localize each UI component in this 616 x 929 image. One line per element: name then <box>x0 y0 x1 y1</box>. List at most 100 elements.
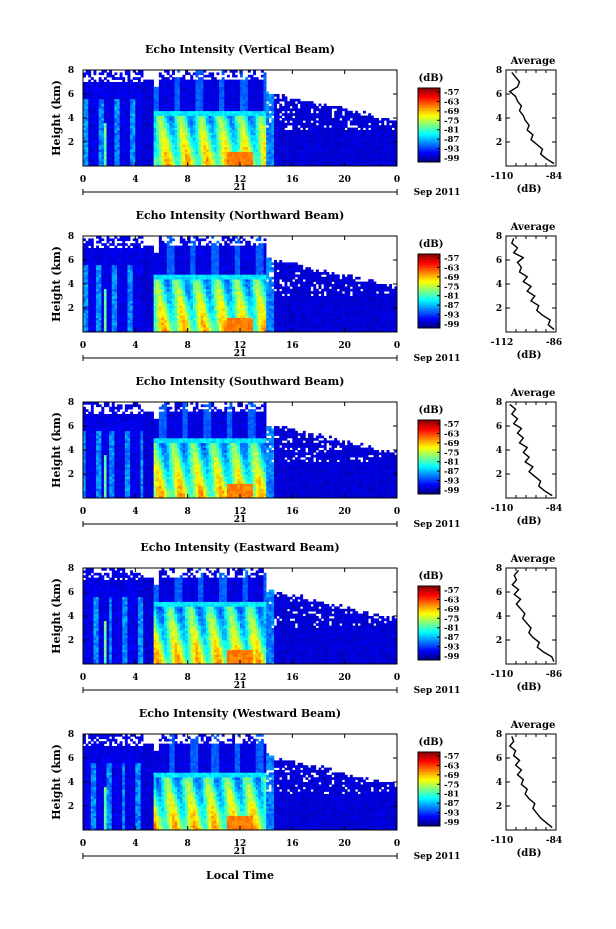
y-tick-label: 8 <box>68 232 74 242</box>
x-tick-label: 0 <box>394 839 400 849</box>
panel-5: Echo Intensity (Westward Beam)2468Height… <box>50 707 562 862</box>
average-line <box>512 570 554 661</box>
y-tick-label: 6 <box>68 256 74 266</box>
date-label: 21 <box>234 847 247 857</box>
y-axis-label: Height (km) <box>50 744 63 820</box>
y-tick-label: 8 <box>68 398 74 408</box>
x-tick-label: 4 <box>132 839 138 849</box>
month-label: Sep 2011 <box>414 520 461 530</box>
panel-title: Echo Intensity (Southward Beam) <box>136 375 345 388</box>
colorbar: (dB)-57-63-69-75-81-87-93-99 <box>418 405 459 496</box>
x-tick-label: 0 <box>80 673 86 683</box>
y-tick-label: 6 <box>68 588 74 598</box>
date-label: 21 <box>234 515 247 525</box>
average-x-tick-label: -84 <box>546 836 562 846</box>
x-tick-label: 0 <box>80 341 86 351</box>
x-tick-label: 4 <box>132 673 138 683</box>
heatmap <box>83 734 397 830</box>
colorbar-tick-label: -99 <box>444 320 459 330</box>
month-label: Sep 2011 <box>414 354 461 364</box>
average-y-tick-label: 8 <box>496 232 502 242</box>
average-y-tick-label: 2 <box>496 138 502 148</box>
x-tick-label: 8 <box>185 341 191 351</box>
x-axis-label: Local Time <box>206 869 274 882</box>
panel-title: Echo Intensity (Westward Beam) <box>139 707 341 720</box>
y-tick-label: 8 <box>68 66 74 76</box>
heatmap <box>83 70 397 166</box>
panel-3: Echo Intensity (Southward Beam)2468Heigh… <box>50 375 562 530</box>
month-label: Sep 2011 <box>414 188 461 198</box>
average-x-tick-label: -110 <box>491 670 514 680</box>
average-x-tick-label: -84 <box>546 172 562 182</box>
x-tick-label: 0 <box>394 673 400 683</box>
average-title: Average <box>510 720 556 731</box>
y-axis-label: Height (km) <box>50 246 63 322</box>
y-axis-label: Height (km) <box>50 80 63 156</box>
y-tick-label: 4 <box>68 778 74 788</box>
y-tick-label: 6 <box>68 90 74 100</box>
colorbar-tick-label: -99 <box>444 818 459 828</box>
average-y-tick-label: 6 <box>496 90 502 100</box>
heatmap <box>83 236 397 332</box>
average-x-label: (dB) <box>517 350 542 361</box>
average-x-label: (dB) <box>517 184 542 195</box>
y-tick-label: 2 <box>68 138 74 148</box>
colorbar: (dB)-57-63-69-75-81-87-93-99 <box>418 239 459 330</box>
x-tick-label: 8 <box>185 673 191 683</box>
average-y-tick-label: 4 <box>496 114 502 124</box>
panel-2: Echo Intensity (Northward Beam)2468Heigh… <box>50 209 562 364</box>
panel-title: Echo Intensity (Eastward Beam) <box>140 541 339 554</box>
y-tick-label: 4 <box>68 446 74 456</box>
average-y-tick-label: 6 <box>496 754 502 764</box>
x-tick-label: 20 <box>338 341 351 351</box>
colorbar-tick-label: -99 <box>444 486 459 496</box>
average-x-label: (dB) <box>517 682 542 693</box>
average-y-tick-label: 2 <box>496 802 502 812</box>
average-x-tick-label: -86 <box>546 670 562 680</box>
x-tick-label: 16 <box>286 839 299 849</box>
colorbar-tick-label: -99 <box>444 154 459 164</box>
x-tick-label: 20 <box>338 175 351 185</box>
average-x-tick-label: -110 <box>491 172 514 182</box>
panel-4: Echo Intensity (Eastward Beam) 2 4 6 8 Height… <box>50 541 562 696</box>
colorbar-tick-label: -99 <box>444 652 459 662</box>
average-title: Average <box>510 388 556 399</box>
y-tick-label: 2 <box>68 304 74 314</box>
x-tick-label: 0 <box>394 341 400 351</box>
y-axis-label: Height (km) <box>50 578 63 654</box>
x-tick-label: 16 <box>286 175 299 185</box>
average-x-tick-label: -84 <box>546 504 562 514</box>
x-tick-label: 8 <box>185 507 191 517</box>
heatmap <box>83 568 397 664</box>
average-y-tick-label: 2 <box>496 636 502 646</box>
average-y-tick-label: 2 <box>496 470 502 480</box>
colorbar-unit: (dB) <box>419 737 444 748</box>
y-tick-label: 4 <box>68 114 74 124</box>
average-x-label: (dB) <box>517 848 542 859</box>
y-tick-label: 6 <box>68 422 74 432</box>
x-tick-label: 8 <box>185 175 191 185</box>
x-tick-label: 0 <box>80 839 86 849</box>
average-y-tick-label: 4 <box>496 778 502 788</box>
x-tick-label: 16 <box>286 507 299 517</box>
colorbar: (dB)-57-63-69-75-81-87-93-99 <box>418 737 459 828</box>
month-label: Sep 2011 <box>414 852 461 862</box>
average-x-tick-label: -110 <box>491 504 514 514</box>
x-tick-label: 4 <box>132 507 138 517</box>
x-tick-label: 20 <box>338 507 351 517</box>
date-label: 21 <box>234 183 247 193</box>
average-y-tick-label: 2 <box>496 304 502 314</box>
x-tick-label: 0 <box>394 175 400 185</box>
average-title: Average <box>510 222 556 233</box>
average-title: Average <box>510 554 556 565</box>
date-label: 21 <box>234 681 247 691</box>
y-tick-label: 2 <box>68 636 74 646</box>
date-label: 21 <box>234 349 247 359</box>
colorbar: (dB)-57-63-69-75-81-87-93-99 <box>418 571 459 662</box>
average-y-tick-label: 8 <box>496 398 502 408</box>
